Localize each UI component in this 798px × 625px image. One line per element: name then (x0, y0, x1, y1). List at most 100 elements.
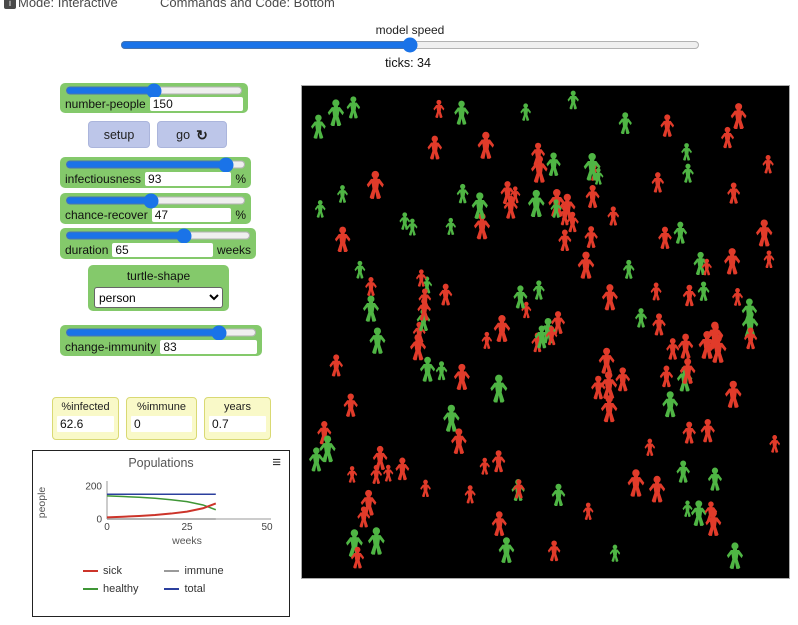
person-marker (591, 375, 606, 400)
person-marker (368, 527, 385, 555)
person-marker (682, 163, 694, 183)
person-marker (650, 282, 662, 301)
person-marker (419, 356, 436, 382)
chance-recover-unit: % (235, 207, 246, 222)
legend-label-healthy: healthy (103, 583, 139, 595)
person-marker (490, 374, 508, 403)
svg-text:0: 0 (96, 515, 102, 526)
chance-recover-range[interactable] (65, 194, 246, 207)
populations-plot: Populations ≡ 0 200 0 25 50 weeks people sick … (32, 450, 290, 617)
person-marker (439, 283, 453, 306)
change-immunity-slider: change-immunity (60, 325, 262, 356)
plot-canvas: 0 200 0 25 50 weeks people (36, 481, 273, 547)
change-immunity-label: change-immunity (65, 339, 157, 354)
person-marker (762, 154, 774, 174)
person-marker (652, 313, 666, 336)
setup-button-label: setup (103, 127, 135, 142)
person-marker (662, 391, 679, 418)
person-marker (567, 90, 579, 110)
percent-infected-monitor: %infected 62.6 (52, 397, 119, 440)
infectiousness-value[interactable] (145, 171, 232, 186)
model-speed-slider[interactable] (120, 37, 700, 53)
person-marker (609, 544, 621, 562)
person-marker (763, 250, 775, 268)
person-marker (329, 354, 343, 377)
duration-value[interactable] (112, 242, 213, 257)
go-button-label: go (176, 127, 191, 142)
person-marker (601, 284, 618, 311)
person-marker (721, 126, 735, 149)
turtle-shape-chooser: turtle-shape person (88, 265, 229, 311)
person-marker (443, 404, 460, 432)
info-icon[interactable]: i (4, 0, 16, 9)
person-marker (558, 229, 572, 251)
person-marker (456, 183, 469, 204)
person-marker (347, 466, 358, 483)
person-marker (547, 540, 561, 562)
person-marker (691, 500, 707, 526)
person-marker (479, 457, 490, 475)
person-marker (532, 280, 545, 300)
person-marker (659, 365, 674, 388)
person-marker (585, 184, 600, 208)
percent-immune-monitor: %immune 0 (126, 397, 197, 440)
duration-unit: weeks (216, 242, 251, 257)
go-button[interactable]: go ↻ (157, 121, 227, 148)
legend-item-immune: immune (164, 563, 224, 579)
person-marker (546, 152, 561, 176)
number-people-value[interactable] (149, 97, 243, 111)
person-marker (707, 467, 722, 491)
legend-swatch-total (164, 588, 180, 590)
person-marker (427, 135, 443, 160)
person-marker (493, 315, 511, 342)
years-label: years (224, 401, 251, 413)
duration-range[interactable] (65, 229, 251, 242)
change-immunity-value[interactable] (160, 339, 257, 354)
person-marker (433, 99, 445, 118)
person-marker (327, 99, 344, 127)
person-marker (697, 281, 710, 301)
infectiousness-range[interactable] (65, 158, 246, 171)
legend-swatch-immune (164, 570, 180, 572)
percent-infected-value: 62.6 (57, 416, 114, 432)
legend-item-total: total (164, 581, 223, 597)
plot-menu-icon[interactable]: ≡ (272, 454, 281, 471)
person-marker (420, 479, 431, 497)
person-marker (615, 367, 631, 392)
person-marker (527, 189, 545, 217)
commands-position-selector[interactable]: Commands and Code: Bottom (160, 0, 335, 10)
person-marker (682, 500, 693, 517)
person-marker (658, 226, 672, 249)
person-marker (370, 464, 383, 484)
chance-recover-label: chance-recover (65, 207, 148, 222)
number-people-range[interactable] (65, 84, 243, 97)
person-marker (365, 276, 377, 296)
person-marker (369, 327, 386, 354)
percent-immune-value: 0 (131, 416, 192, 432)
person-marker (648, 475, 666, 503)
person-marker (660, 114, 675, 137)
person-marker (453, 363, 470, 390)
infectiousness-label: infectiousness (65, 171, 142, 186)
person-marker (618, 112, 632, 135)
turtle-shape-select[interactable]: person (94, 287, 223, 308)
mode-selector[interactable]: Mode: Interactive (18, 0, 118, 10)
person-marker (464, 485, 476, 504)
person-marker (607, 206, 620, 226)
percent-immune-label: %immune (137, 401, 186, 413)
legend-swatch-sick (83, 570, 98, 572)
world-canvas (309, 90, 781, 569)
chance-recover-value[interactable] (151, 207, 232, 222)
svg-text:50: 50 (261, 522, 273, 533)
person-marker (769, 435, 781, 453)
forever-icon: ↻ (196, 126, 208, 143)
person-marker (311, 114, 326, 139)
person-marker (383, 464, 394, 482)
person-marker (481, 331, 493, 349)
change-immunity-range[interactable] (65, 326, 257, 339)
person-marker (491, 511, 507, 536)
plot-title: Populations (128, 456, 194, 470)
setup-button[interactable]: setup (88, 121, 150, 148)
person-marker (598, 347, 615, 374)
